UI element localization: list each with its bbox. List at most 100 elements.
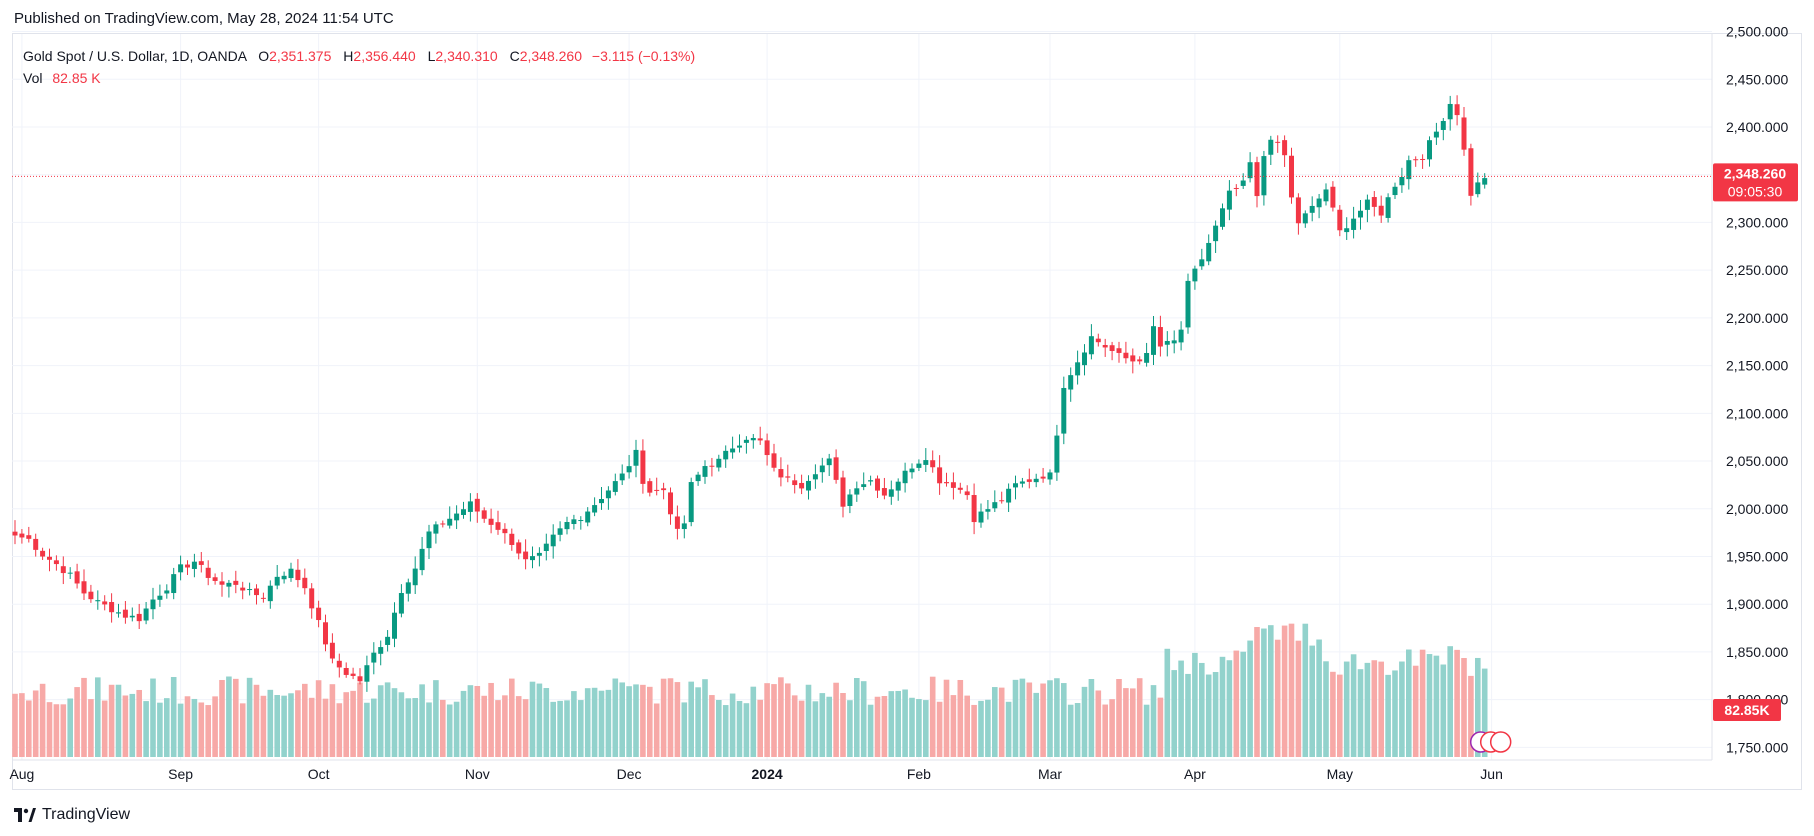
candle-body [309,588,315,609]
candle-body [1427,140,1432,160]
volume-bar [336,703,343,757]
volume-bar [177,703,184,757]
candle-body [1309,205,1315,213]
volume-bar [550,701,556,757]
volume-bar [529,681,536,757]
price-axis-label: 2,200.000 [1726,310,1788,326]
candle-body [1399,176,1405,186]
price-axis[interactable]: 2,500.0002,450.0002,400.0002,350.0002,30… [1726,24,1788,756]
candle-body [1268,139,1274,155]
volume-bar [785,683,791,757]
candle-body [1482,178,1488,185]
candle-body [909,468,915,473]
candle-body [578,520,584,522]
candle-body [633,449,639,466]
volume-bar [1171,670,1177,757]
volume-bar [722,705,729,757]
candle-body [143,608,149,621]
candle-body [612,481,618,492]
volume-bar [101,700,108,757]
volume-bar [322,698,329,757]
volume-label: Vol [23,70,43,86]
volume-bar [985,699,991,757]
volume-bar [950,695,957,757]
candle-body [191,561,197,569]
candle-body [12,531,18,536]
volume-bar [1378,661,1384,757]
candle-body [950,482,956,488]
volume-bar [350,690,356,757]
candle-body [750,437,756,441]
volume-bar [805,684,812,757]
candle-body [95,600,101,602]
volume-bar [702,679,708,757]
volume-bar [1088,679,1095,757]
candle-body [1420,158,1426,160]
volume-bar [1426,654,1433,757]
volume-bar [1454,649,1460,757]
chart-frame[interactable] [12,33,1802,790]
candle-body [102,601,108,605]
candle-body [557,528,563,535]
time-axis-label: Feb [907,766,931,782]
candle-body [171,574,177,594]
volume-bar [929,676,936,757]
volume-bar [881,696,888,757]
volume-bar [1288,623,1295,757]
volume-bar [205,705,211,757]
volume-bar [253,684,260,757]
volume-bar [1412,665,1419,757]
candle-body [364,665,370,682]
candle-body [516,542,522,554]
event-icon [1489,731,1512,753]
candle-body [599,499,604,504]
candle-body [688,482,694,523]
candle-body [247,589,253,591]
candle-body [1151,326,1156,355]
last-price-badge [1713,163,1798,202]
price-axis-label: 2,150.000 [1726,358,1788,374]
candle-body [392,612,397,639]
candle-body [1088,336,1094,355]
footer[interactable]: TradingView [14,806,130,824]
volume-bar [1205,674,1212,757]
candle-body [81,581,87,594]
candle-body [157,595,163,600]
volume-bar [191,698,198,757]
candle-body [1116,348,1122,353]
volume-bar [129,693,136,757]
candle-body [1406,160,1412,180]
candle-body [67,572,73,574]
candle-body [26,535,32,539]
candle-body [378,647,384,654]
volume-bar [1185,673,1191,757]
candle-body [916,463,922,468]
time-axis[interactable]: Aug Sep Oct Nov Dec 2024 Feb Mar Apr May Jun [9,766,1502,782]
volume-bar [329,684,336,757]
candle-body [254,588,259,596]
volume-bar [143,701,149,757]
volume-bar [26,700,32,757]
volume-bar [1371,660,1378,757]
published-note: Published on TradingView.com, May 28, 20… [14,10,394,27]
candle-body [1289,155,1294,198]
volume-bar [557,700,563,757]
volume-bar [1461,658,1467,757]
high-value: 2,356.440 [353,48,416,64]
candle-body [771,453,777,468]
candle-body [847,494,853,506]
volume-bar [239,703,246,757]
candle-body [592,505,598,513]
volume-bar [364,702,370,757]
volume-bar [1033,692,1039,757]
candle-body [233,580,239,585]
candle-body [550,534,556,547]
open-label: O [258,48,270,64]
candle-body [1337,209,1343,231]
volume-bar [1323,661,1329,757]
volume-bar [778,677,784,757]
candle-body [1206,242,1212,262]
volume-bar [419,684,425,757]
candle-body [1413,159,1419,161]
